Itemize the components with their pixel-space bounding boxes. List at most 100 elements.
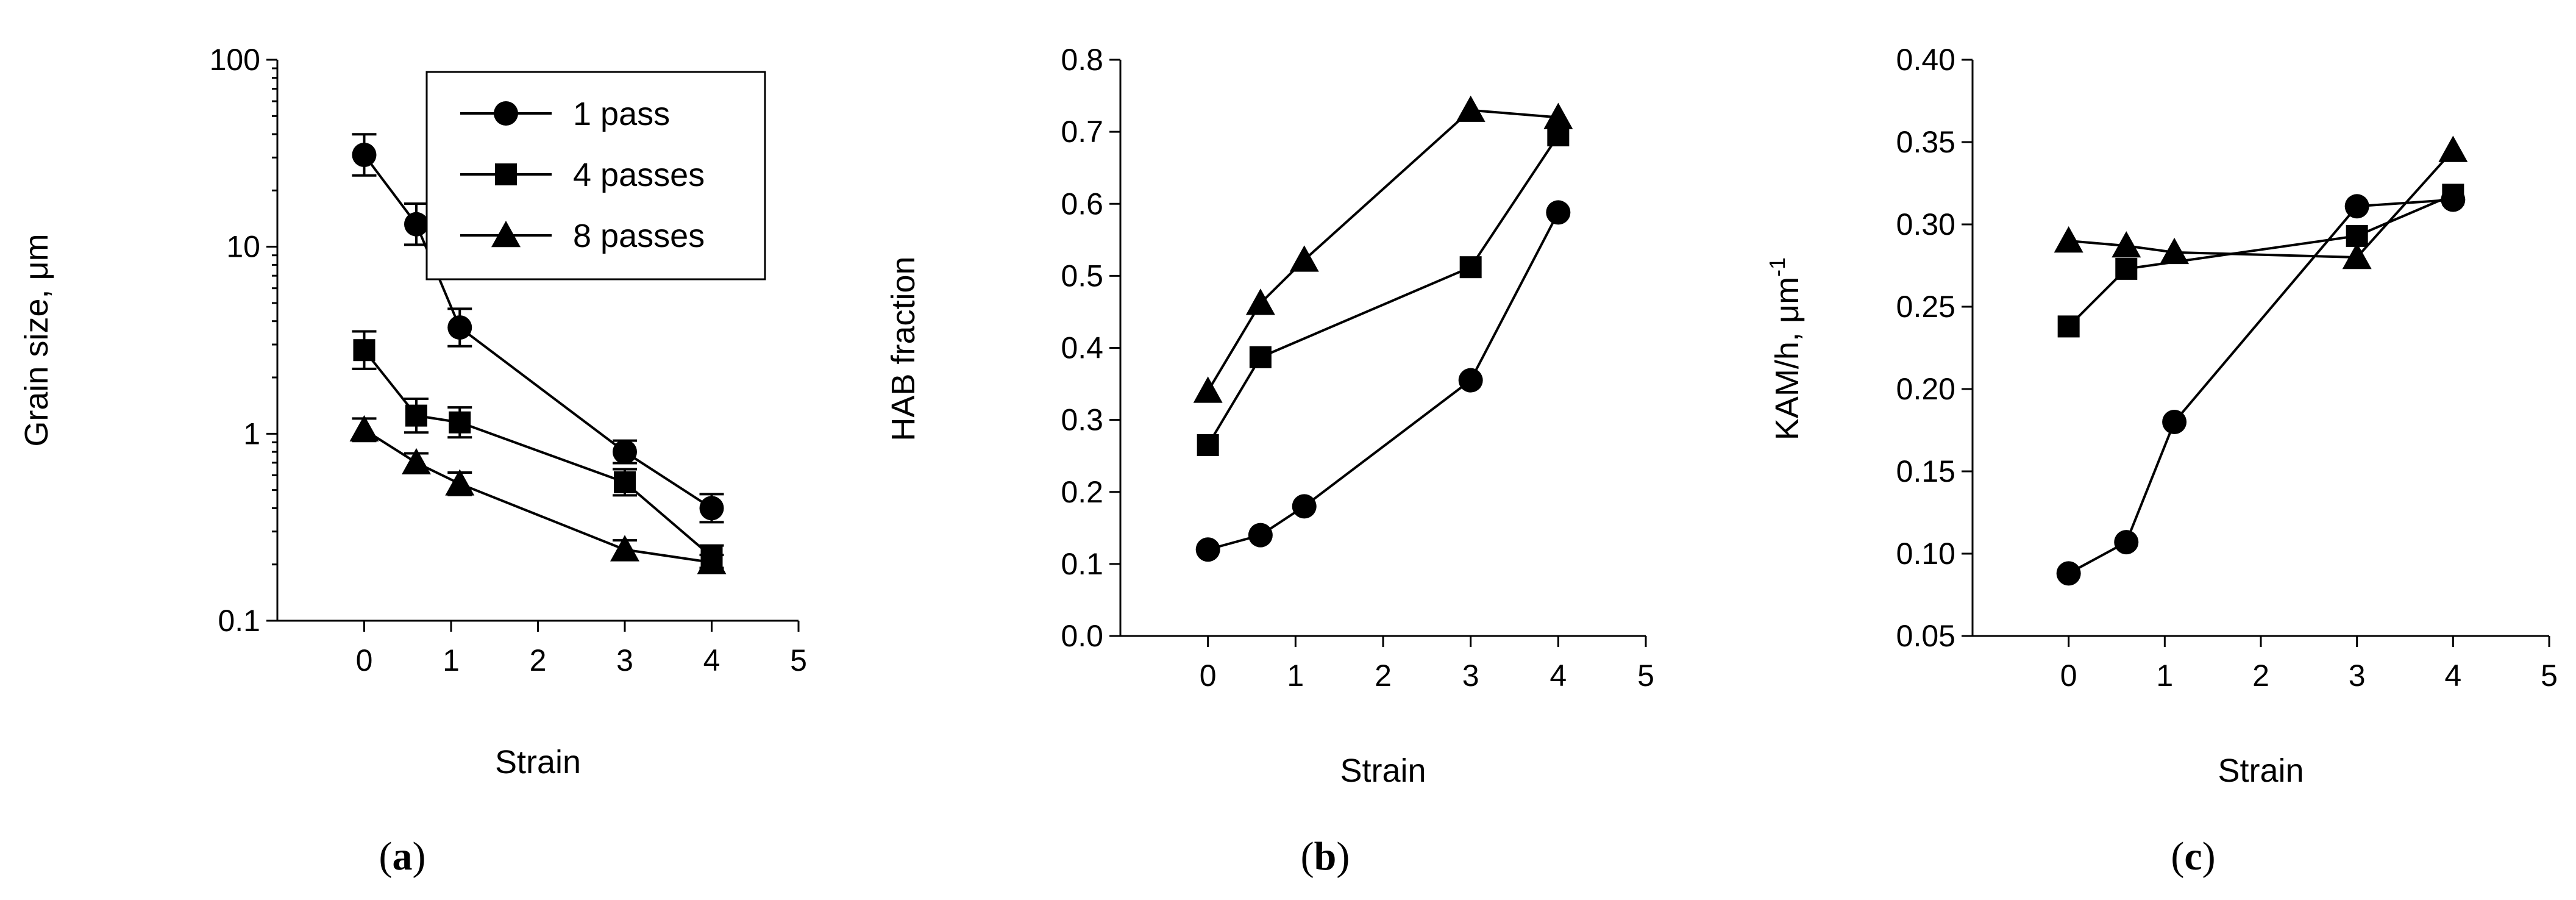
legend-marker — [491, 221, 521, 248]
x-tick-label: 1 — [2156, 659, 2173, 693]
x-tick-label: 3 — [1462, 659, 1479, 693]
data-point — [697, 548, 727, 574]
y-tick-label: 0.1 — [1061, 547, 1103, 581]
y-tick-label: 10 — [226, 230, 260, 264]
legend: 1 pass 4 passes 8 passes — [425, 71, 766, 280]
x-tick-label: 0 — [2060, 659, 2077, 693]
y-tick-label: 0.2 — [1061, 475, 1103, 509]
data-point — [2162, 410, 2187, 434]
y-tick-label: 0.05 — [1896, 619, 1955, 653]
x-tick-label: 5 — [2541, 659, 2558, 693]
data-point — [2115, 257, 2138, 280]
legend-label: 8 passes — [573, 218, 705, 254]
data-point — [2438, 135, 2468, 162]
x-tick-label: 1 — [1287, 659, 1304, 693]
y-tick-label: 0.6 — [1061, 187, 1103, 221]
chart-panel-c: 0.05 0.10 0.15 0.20 0.25 0.30 0.35 0.40 0 1 2 3 4 5 St… — [1765, 43, 2558, 879]
series-square — [352, 330, 724, 570]
x-tick-label: 0 — [1200, 659, 1217, 693]
data-point — [349, 415, 379, 442]
y-tick-label: 0.40 — [1896, 43, 1955, 77]
axes — [1971, 60, 2549, 637]
data-point — [614, 471, 636, 493]
data-point — [2442, 184, 2464, 206]
series-square — [1197, 124, 1570, 456]
chart-panel-a: 0.1 1 10 100 0 1 2 3 4 5 Strain Grain size, μm 1 pas… — [18, 43, 807, 879]
x-tick-label: 4 — [1550, 659, 1567, 693]
legend-marker — [494, 101, 518, 126]
data-point — [404, 212, 429, 237]
x-axis-title: Strain — [495, 744, 581, 780]
y-axis-title-superscript: -1 — [1765, 257, 1790, 277]
y-tick-label: 0.15 — [1896, 454, 1955, 488]
legend-label: 4 passes — [573, 157, 705, 193]
series-circle — [352, 133, 724, 524]
data-point — [1543, 102, 1573, 129]
data-point — [2160, 237, 2190, 265]
x-tick-label: 3 — [616, 643, 633, 677]
y-tick-label: 0.1 — [218, 604, 260, 638]
y-tick-label: 1 — [243, 416, 260, 451]
x-axis-title: Strain — [1340, 752, 1426, 789]
data-point — [2057, 315, 2080, 338]
data-point — [2344, 194, 2369, 219]
data-point — [1289, 245, 1319, 272]
y-axis-title: HAB fraction — [885, 256, 922, 441]
data-point — [2112, 231, 2141, 258]
data-point — [1197, 434, 1219, 456]
data-point — [352, 142, 377, 167]
data-point — [1458, 368, 1483, 393]
data-point — [1546, 200, 1571, 225]
data-point — [610, 535, 639, 562]
y-axis-title: KAM/h, μm-1 — [1765, 257, 1806, 440]
y-tick-label: 0.4 — [1061, 331, 1103, 365]
data-point — [613, 440, 637, 465]
panel-label-letter: c — [2184, 834, 2202, 879]
x-tick-label: 2 — [1375, 659, 1392, 693]
y-tick-label: 0.3 — [1061, 403, 1103, 437]
x-axis-title: Strain — [2218, 752, 2304, 789]
data-point — [449, 411, 471, 434]
data-point — [1456, 95, 1485, 122]
y-tick-label: 0.7 — [1061, 115, 1103, 149]
legend-marker — [495, 163, 517, 185]
series-triangle — [349, 415, 727, 574]
y-tick-label: 0.25 — [1896, 290, 1955, 324]
x-tick-label: 1 — [443, 643, 460, 677]
data-point — [445, 469, 475, 496]
x-tick-label: 5 — [790, 643, 807, 677]
data-point — [447, 315, 472, 340]
series-line — [2068, 193, 2454, 327]
panel-label: (a) — [379, 834, 426, 879]
series-triangle — [2054, 135, 2468, 270]
y-axis-title: Grain size, μm — [18, 234, 55, 446]
chart-panel-b: 0.0 0.1 0.2 0.3 0.4 0.5 0.6 0.7 0.8 0 1 2 3 4 5 Strain H… — [885, 43, 1654, 879]
series-triangle — [1193, 95, 1573, 403]
series-circle — [2056, 187, 2466, 586]
x-tick-label: 5 — [1637, 659, 1654, 693]
data-point — [1459, 256, 1482, 279]
data-point — [1249, 346, 1272, 368]
data-point — [405, 404, 427, 427]
data-point — [1245, 288, 1275, 315]
panel-label-letter: a — [393, 834, 413, 879]
y-tick-label: 0.5 — [1061, 259, 1103, 293]
panel-label: (c) — [2171, 834, 2215, 879]
legend-label: 1 pass — [573, 96, 670, 132]
data-point — [2342, 243, 2372, 270]
series-circle — [1195, 200, 1571, 562]
y-tick-label: 100 — [210, 43, 260, 77]
data-point — [1195, 537, 1220, 562]
data-point — [2056, 561, 2081, 586]
y-tick-label: 0.0 — [1061, 619, 1103, 653]
y-tick-label: 0.30 — [1896, 207, 1955, 241]
data-point — [2114, 530, 2139, 555]
y-tick-label: 0.20 — [1896, 372, 1955, 406]
series-line — [1208, 212, 1560, 551]
y-tick-label: 0.8 — [1061, 43, 1103, 77]
y-tick-label: 0.10 — [1896, 537, 1955, 571]
x-tick-label: 3 — [2349, 659, 2366, 693]
x-tick-label: 2 — [530, 643, 547, 677]
series-line — [1206, 134, 1559, 446]
data-point — [2054, 226, 2083, 253]
